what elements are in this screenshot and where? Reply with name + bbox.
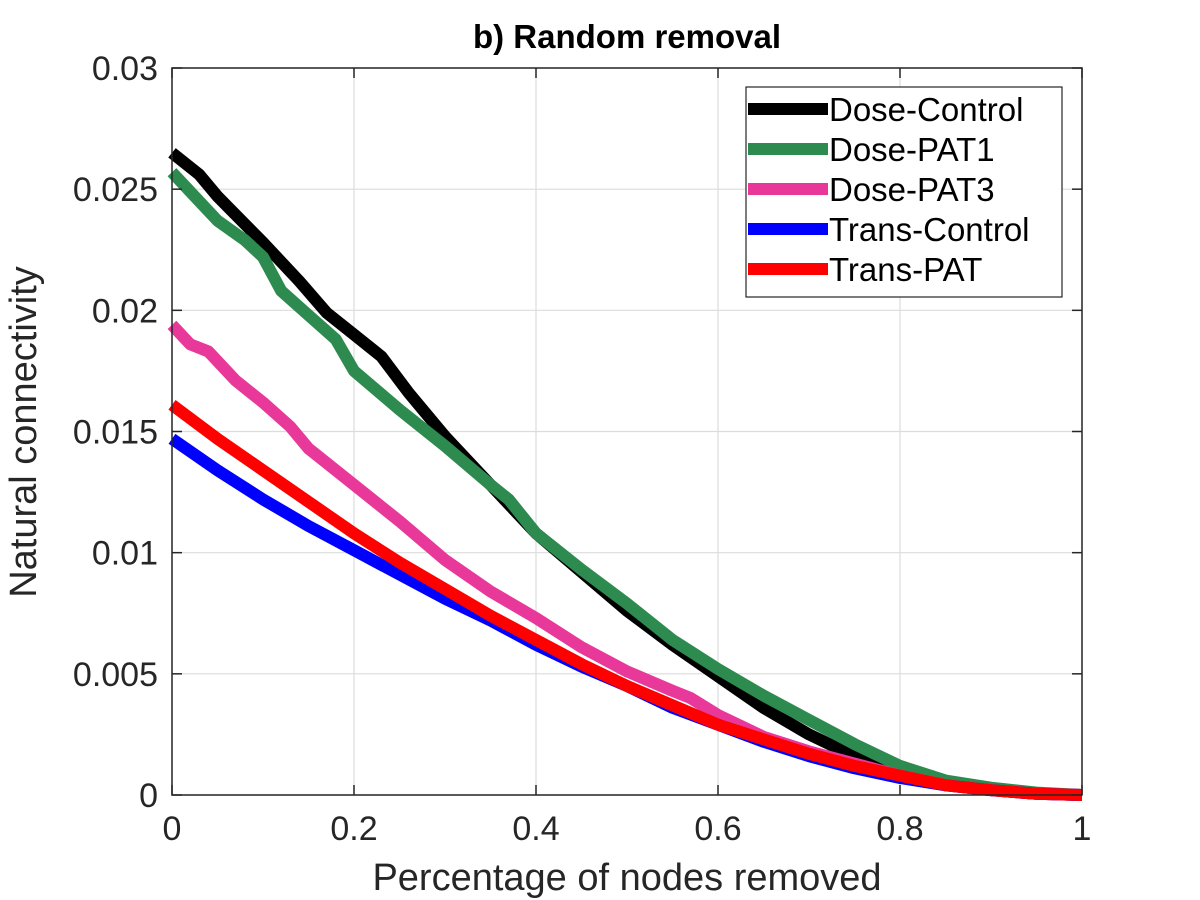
y-tick-labels: 0 0.005 0.01 0.015 0.02 0.025 0.03 — [73, 50, 158, 815]
y-axis-label: Natural connectivity — [3, 266, 45, 598]
x-tick-label: 1 — [1073, 810, 1092, 848]
legend-label-trans-pat: Trans-PAT — [829, 251, 982, 288]
legend-label-dose-control: Dose-Control — [829, 91, 1023, 128]
grid-lines — [171, 67, 1083, 796]
x-tick-label: 0.4 — [512, 810, 559, 848]
x-axis-label: Percentage of nodes removed — [372, 857, 881, 899]
y-tick-label: 0.015 — [73, 414, 158, 452]
series-lines — [167, 148, 1083, 801]
y-tick-label: 0.01 — [92, 535, 158, 573]
x-tick-label: 0.2 — [330, 810, 377, 848]
legend-label-dose-pat3: Dose-PAT3 — [829, 171, 995, 208]
series-line-trans-pat — [168, 399, 1083, 801]
x-tick-label: 0.8 — [876, 810, 923, 848]
y-tick-label: 0.02 — [92, 292, 158, 330]
y-tick-label: 0.03 — [92, 50, 158, 88]
y-tick-label: 0 — [139, 777, 158, 815]
x-tick-labels: 0 0.2 0.4 0.6 0.8 1 — [163, 810, 1092, 848]
series-line-dose-pat1 — [167, 168, 1083, 801]
legend: Dose-ControlDose-PAT1Dose-PAT3Trans-Cont… — [745, 86, 1063, 298]
legend-label-trans-control: Trans-Control — [829, 211, 1030, 248]
chart-title: b) Random removal — [473, 18, 781, 55]
axis-ticks — [171, 67, 1083, 796]
x-tick-label: 0 — [163, 810, 182, 848]
y-tick-label: 0.005 — [73, 656, 158, 694]
y-tick-label: 0.025 — [73, 171, 158, 209]
legend-label-dose-pat1: Dose-PAT1 — [829, 131, 995, 168]
x-tick-label: 0.6 — [694, 810, 741, 848]
